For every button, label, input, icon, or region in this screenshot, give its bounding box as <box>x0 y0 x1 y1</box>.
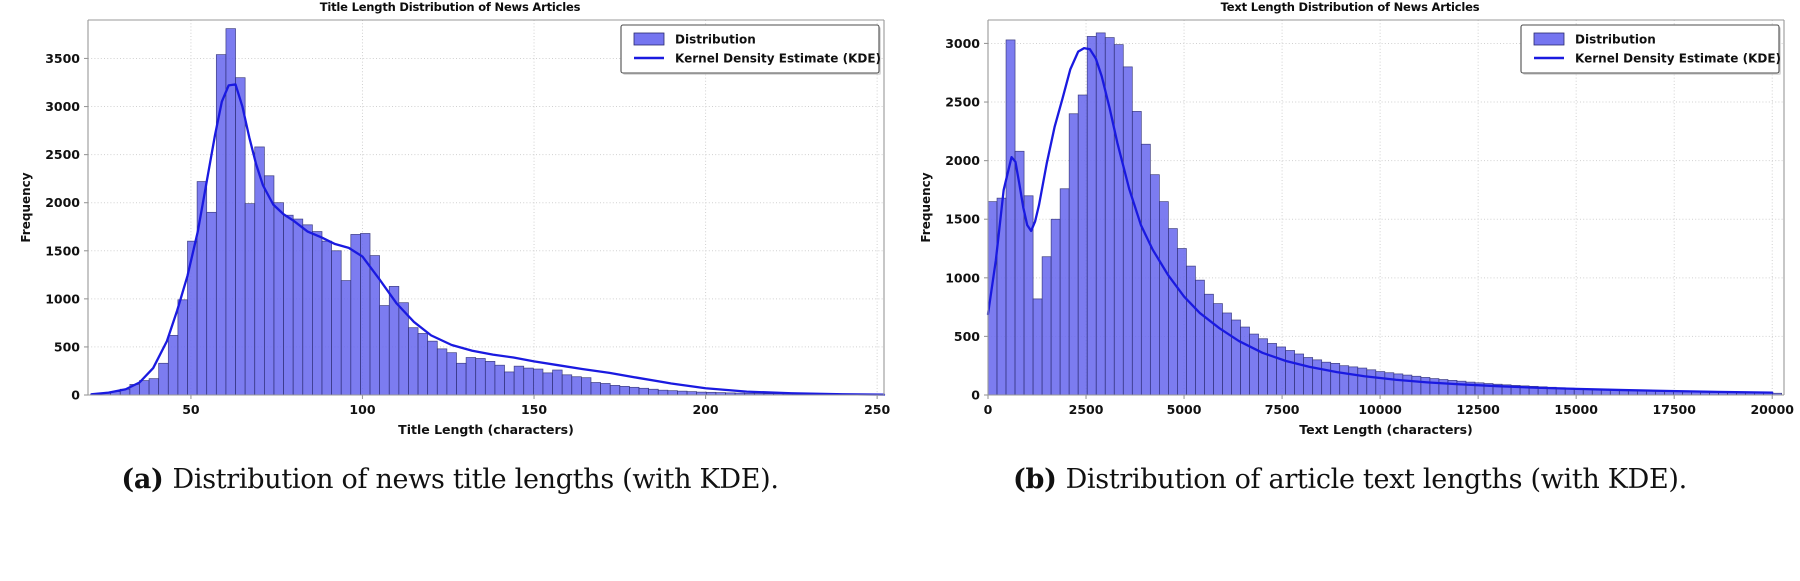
caption-b-label: (b) <box>1013 464 1057 495</box>
plot-wrap-b: 0 500 1000 1500 2000 2500 3000 0 2500 5000 7500 100… <box>900 12 1800 437</box>
caption-b: (b) Distribution of article text lengths … <box>900 440 1800 581</box>
x-axis-title: Title Length (characters) <box>398 422 574 437</box>
x-tick-label: 12500 <box>1456 402 1500 417</box>
panel-a: Title Length Distribution of News Articl… <box>0 0 900 440</box>
caption-a-label: (a) <box>121 464 164 495</box>
panels-row: Title Length Distribution of News Articl… <box>0 0 1800 440</box>
x-tick-label: 200 <box>693 402 719 417</box>
chart-b-svg: 0 500 1000 1500 2000 2500 3000 0 2500 5000 7500 100… <box>919 19 1794 437</box>
kde-curve <box>986 46 1774 394</box>
plot-wrap-a: 0 500 1000 1500 2000 2500 3000 3500 50 100 150 200 2… <box>0 12 900 437</box>
x-tick-label: 7500 <box>1265 402 1300 417</box>
y-tick-label: 1000 <box>945 270 980 285</box>
legend-distribution-swatch <box>633 32 665 46</box>
y-tick-label: 3000 <box>945 36 980 51</box>
x-tick-label: 15000 <box>1554 402 1598 417</box>
x-tick-label: 150 <box>521 402 547 417</box>
captions-row: (a) Distribution of news title lengths (w… <box>0 440 1800 581</box>
axis-spines <box>987 19 1785 396</box>
y-axis-title: Frequency <box>919 172 933 242</box>
x-tick-label: 100 <box>349 402 375 417</box>
x-tick-label: 5000 <box>1167 402 1202 417</box>
y-tick-label: 3000 <box>45 99 80 114</box>
x-axis-ticks: 0 2500 5000 7500 10000 12500 15000 17500 20000 <box>984 395 1794 417</box>
y-tick-label: 1000 <box>45 291 80 306</box>
caption-b-text: Distribution of article text lengths (wi… <box>1065 464 1688 495</box>
x-tick-label: 17500 <box>1652 402 1696 417</box>
legend-distribution-swatch <box>1533 32 1565 46</box>
histogram-bars <box>987 32 1782 396</box>
x-tick-label: 0 <box>984 402 993 417</box>
y-tick-label: 500 <box>954 329 980 344</box>
y-tick-label: 2000 <box>945 153 980 168</box>
y-tick-label: 2500 <box>45 147 80 162</box>
legend-distribution-label: Distribution <box>675 33 756 47</box>
y-tick-label: 0 <box>971 388 980 403</box>
x-tick-label: 50 <box>182 402 200 417</box>
kde-curve <box>90 83 886 396</box>
caption-a: (a) Distribution of news title lengths (w… <box>0 440 900 581</box>
x-tick-label: 250 <box>864 402 890 417</box>
y-tick-label: 2000 <box>45 195 80 210</box>
x-tick-label: 20000 <box>1750 402 1794 417</box>
y-tick-label: 1500 <box>945 212 980 227</box>
y-tick-label: 3500 <box>45 51 80 66</box>
y-tick-label: 2500 <box>945 95 980 110</box>
caption-a-text: Distribution of news title lengths (with… <box>172 464 779 495</box>
x-tick-label: 10000 <box>1358 402 1402 417</box>
legend-kde-label: Kernel Density Estimate (KDE) <box>1575 52 1781 66</box>
y-axis-ticks: 0 500 1000 1500 2000 2500 3000 <box>945 36 988 403</box>
y-tick-label: 1500 <box>45 243 80 258</box>
axis-spines <box>87 19 885 396</box>
y-axis-ticks: 0 500 1000 1500 2000 2500 3000 3500 <box>45 51 88 403</box>
x-axis-title: Text Length (characters) <box>1299 422 1473 437</box>
legend-kde-label: Kernel Density Estimate (KDE) <box>675 52 881 66</box>
y-tick-label: 500 <box>54 339 80 354</box>
y-axis-title: Frequency <box>19 172 33 242</box>
panel-b: Text Length Distribution of News Article… <box>900 0 1800 440</box>
legend[interactable]: Distribution Kernel Density Estimate (KDE… <box>620 24 881 75</box>
legend-distribution-label: Distribution <box>1575 33 1656 47</box>
x-axis-ticks: 50 100 150 200 250 <box>182 395 890 417</box>
chart-a-svg: 0 500 1000 1500 2000 2500 3000 3500 50 100 150 200 2… <box>19 19 890 437</box>
legend[interactable]: Distribution Kernel Density Estimate (KDE… <box>1520 24 1781 75</box>
x-tick-label: 2500 <box>1069 402 1104 417</box>
chart-title-b: Text Length Distribution of News Article… <box>1220 0 1480 14</box>
chart-title-a: Title Length Distribution of News Articl… <box>319 0 581 14</box>
y-tick-label: 0 <box>71 388 80 403</box>
